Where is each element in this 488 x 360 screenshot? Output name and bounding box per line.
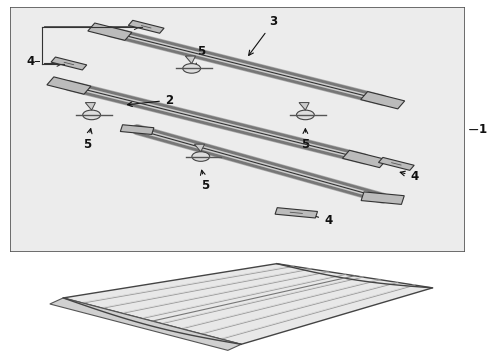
Text: 5: 5	[83, 129, 92, 151]
Polygon shape	[275, 208, 317, 218]
Polygon shape	[85, 103, 95, 110]
Text: 5: 5	[192, 45, 204, 72]
Text: 2: 2	[127, 94, 173, 107]
Circle shape	[82, 110, 101, 120]
Polygon shape	[185, 56, 195, 64]
Text: 4: 4	[399, 170, 418, 183]
Polygon shape	[63, 264, 432, 344]
Text: 1: 1	[478, 123, 486, 136]
Polygon shape	[194, 144, 204, 152]
Text: 4: 4	[300, 211, 331, 227]
Circle shape	[191, 152, 209, 161]
Polygon shape	[342, 150, 386, 168]
Polygon shape	[298, 103, 308, 110]
Text: 3: 3	[248, 15, 277, 55]
Circle shape	[183, 64, 200, 73]
Polygon shape	[360, 192, 404, 204]
Polygon shape	[378, 157, 413, 170]
Text: 5: 5	[200, 170, 209, 192]
Polygon shape	[88, 23, 132, 40]
Polygon shape	[128, 20, 164, 33]
Polygon shape	[47, 77, 91, 94]
Polygon shape	[360, 91, 404, 109]
Polygon shape	[50, 298, 241, 350]
Polygon shape	[120, 125, 154, 135]
Text: 5: 5	[301, 129, 309, 151]
Polygon shape	[51, 57, 86, 70]
Circle shape	[296, 110, 314, 120]
Text: 4: 4	[26, 55, 34, 68]
